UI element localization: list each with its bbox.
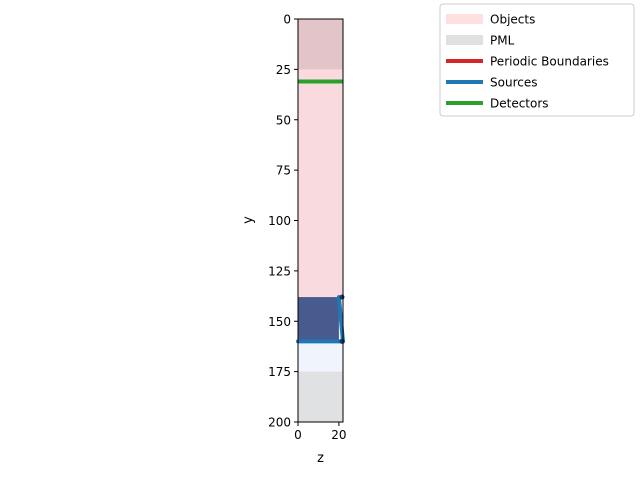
y-axis-label: y (241, 216, 256, 224)
x-axis-ticks: 0 20 (294, 422, 347, 442)
source-corner-marker-0 (339, 294, 345, 300)
x-tick-label: 0 (294, 428, 302, 442)
legend-label-3: Sources (490, 76, 537, 90)
y-tick-label: 50 (276, 113, 291, 127)
region-object-0 (298, 19, 343, 298)
legend-label-0: Objects (490, 13, 535, 27)
y-tick-label: 125 (268, 264, 291, 278)
legend-label-4: Detectors (490, 97, 549, 111)
y-tick-label: 175 (268, 365, 291, 379)
y-tick-label: 25 (276, 63, 291, 77)
legend-label-1: PML (490, 34, 515, 48)
y-tick-label: 100 (268, 214, 291, 228)
y-axis-ticks: 0 25 50 75 100 125 150 175 200 (268, 13, 298, 430)
y-tick-label: 0 (283, 13, 291, 27)
legend-swatch-0 (446, 14, 483, 24)
regions-layer (298, 19, 343, 422)
legend-label-2: Periodic Boundaries (490, 55, 609, 69)
x-tick-label: 20 (331, 428, 346, 442)
legend-swatch-1 (446, 35, 483, 45)
source-line-1 (336, 295, 345, 344)
region-pml-2 (298, 19, 343, 70)
legend: Objects PML Periodic Boundaries Sources Dete… (439, 3, 635, 117)
source-corner-marker-1 (339, 338, 345, 344)
y-tick-label: 200 (268, 416, 291, 430)
y-tick-label: 150 (268, 315, 291, 329)
x-axis-label: z (317, 451, 324, 466)
region-pml-3 (298, 371, 343, 422)
y-tick-label: 75 (276, 164, 291, 178)
legend-box (439, 3, 635, 117)
region-object-4 (298, 297, 339, 342)
